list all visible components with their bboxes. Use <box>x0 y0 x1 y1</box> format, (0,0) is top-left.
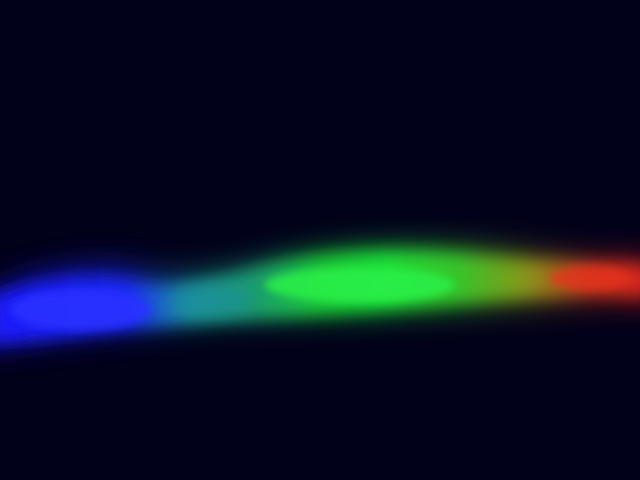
cyan-transition <box>170 286 250 314</box>
blue-core <box>10 290 150 330</box>
red-core <box>550 266 630 290</box>
green-core <box>265 268 455 302</box>
